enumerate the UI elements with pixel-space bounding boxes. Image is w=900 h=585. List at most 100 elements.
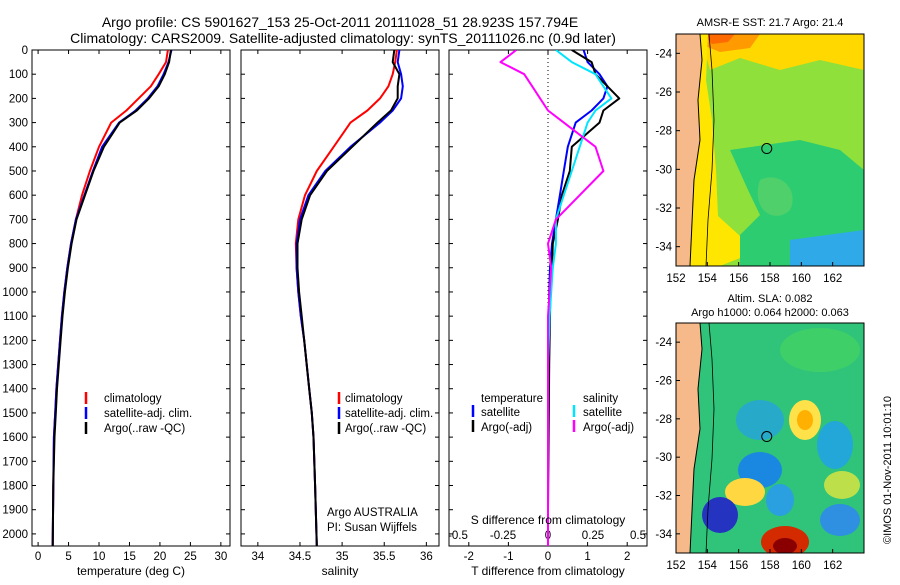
sst-cool-region <box>730 140 864 266</box>
depth-tick-label: 0 <box>22 45 28 57</box>
salinity-axis-label: salinity <box>322 564 359 578</box>
depth-tick-label: 2000 <box>2 529 28 541</box>
s-diff-tick-label: 0.25 <box>582 530 604 542</box>
series-line-argo-raw-qc- <box>51 50 172 546</box>
sst-coastline <box>689 34 703 266</box>
map-lon-label: 160 <box>792 560 811 572</box>
legend-label-s-argo: Argo(-adj) <box>583 422 634 434</box>
salinity-profiles <box>294 50 404 546</box>
depth-tick-label: 1600 <box>2 432 28 444</box>
map-lat-label: -26 <box>655 376 672 388</box>
map-lon-label: 162 <box>823 273 842 285</box>
map-lon-label: 158 <box>760 560 779 572</box>
legend-title-salinity: salinity <box>583 393 618 405</box>
temperature-profiles <box>51 50 173 546</box>
map-lon-label: 154 <box>698 273 718 285</box>
depth-tick-label: 1800 <box>2 481 28 493</box>
sla-isobath <box>705 323 715 553</box>
salinity-panel <box>240 49 440 547</box>
temperature-x-axis: 0 5 10 15 20 25 30 <box>35 50 227 563</box>
sla-argo-location-marker <box>761 431 773 443</box>
map-lat-label: -28 <box>655 126 672 138</box>
legend-label-satellite: satellite-adj. clim. <box>345 408 433 420</box>
x-tick-label: -1 <box>503 551 513 563</box>
depth-tick-label: 700 <box>9 214 28 226</box>
sla-map-axes: 152 154 156 158 160 162 -24 -26 -28 -30 -32 -34 <box>655 337 842 572</box>
argo-program-label: Argo AUSTRALIA <box>327 507 418 519</box>
sla-low-5 <box>766 484 794 516</box>
x-tick-label: 25 <box>184 551 197 563</box>
copyright-stamp: ©IMOS 01-Nov-2011 10:01:10 <box>882 396 894 544</box>
depth-tick-label: 1700 <box>2 456 28 468</box>
map-lat-label: -24 <box>655 48 672 60</box>
sla-high-2-core <box>797 410 813 430</box>
t-difference-axis-label: T difference from climatology <box>471 564 625 578</box>
depth-tick-label: 200 <box>9 93 28 105</box>
x-tick-label: 35 <box>336 551 349 563</box>
x-tick-label: 1 <box>584 551 590 563</box>
depth-tick-label: 1900 <box>2 505 28 517</box>
map-lat-label: -24 <box>655 337 672 349</box>
map-lon-label: 156 <box>729 560 748 572</box>
sst-isobath <box>705 34 715 266</box>
sst-land <box>676 34 702 266</box>
legend-label-climatology: climatology <box>345 393 403 405</box>
t-difference-x-axis: -2 -1 0 1 2 <box>464 50 630 563</box>
sla-low-1 <box>736 400 784 440</box>
depth-tick-label: 1400 <box>2 384 28 396</box>
depth-tick-label: 100 <box>9 69 28 81</box>
difference-legend: temperature salinity satellite Argo(-adj… <box>471 393 634 434</box>
title-line-1: Argo profile: CS 5901627_153 25-Oct-2011… <box>102 14 578 30</box>
temperature-panel <box>31 49 231 547</box>
map-lon-label: 154 <box>698 560 718 572</box>
x-tick-label: -2 <box>464 551 474 563</box>
sla-high-5 <box>824 471 860 499</box>
map-lat-label: -26 <box>655 87 672 99</box>
sst-cold-patch <box>790 230 864 266</box>
sla-map <box>676 323 864 553</box>
sst-map <box>676 34 864 266</box>
map-lat-label: -34 <box>655 529 672 541</box>
depth-tick-label: 1300 <box>2 360 28 372</box>
temperature-axis-label: temperature (deg C) <box>77 564 185 578</box>
legend-label-s-satellite: satellite <box>583 407 622 419</box>
depth-axis: 0 100 200 300 400 500 600 700 800 900 1000 1100 1200… <box>2 45 647 541</box>
map-lon-label: 152 <box>666 273 685 285</box>
depth-tick-label: 1100 <box>3 311 28 323</box>
sla-high-3 <box>725 478 765 506</box>
x-tick-label: 2 <box>624 551 630 563</box>
temperature-legend: climatology satellite-adj. clim. Argo(..… <box>84 392 192 435</box>
map-lat-label: -32 <box>655 203 672 215</box>
series-line-argo-raw-qc- <box>296 50 401 546</box>
sla-low-2 <box>817 421 853 469</box>
legend-label-climatology: climatology <box>104 393 162 405</box>
salinity-x-axis: 34 34.5 35 35.5 36 <box>251 50 433 563</box>
map-lon-label: 160 <box>792 273 811 285</box>
legend-label-t-satellite: satellite <box>481 407 520 419</box>
difference-profiles <box>499 50 621 546</box>
x-tick-label: 34 <box>251 551 264 563</box>
x-tick-label: 36 <box>420 551 433 563</box>
sla-map-subtitle: Argo h1000: 0.064 h2000: 0.063 <box>691 307 849 319</box>
sst-map-title: AMSR-E SST: 21.7 Argo: 21.4 <box>697 17 844 29</box>
depth-tick-label: 1500 <box>2 408 28 420</box>
sla-land <box>676 323 702 553</box>
map-lat-label: -34 <box>655 242 672 254</box>
x-tick-label: 35.5 <box>373 551 395 563</box>
map-lon-label: 152 <box>666 560 685 572</box>
legend-label-t-argo: Argo(-adj) <box>481 422 532 434</box>
depth-tick-label: 1000 <box>2 287 28 299</box>
x-tick-label: 34.5 <box>289 551 311 563</box>
map-lat-label: -32 <box>655 491 672 503</box>
pi-label: PI: Susan Wijffels <box>327 522 417 534</box>
depth-tick-label: 400 <box>9 142 28 154</box>
series-line-s-argo-adj- <box>499 50 605 546</box>
depth-tick-label: 500 <box>9 166 28 178</box>
sla-low-6 <box>820 504 860 536</box>
legend-title-temperature: temperature <box>481 393 543 405</box>
sst-eddy <box>757 177 793 216</box>
s-diff-tick-label: -0.25 <box>490 530 516 542</box>
depth-tick-label: 1200 <box>2 335 28 347</box>
salinity-legend: climatology satellite-adj. clim. Argo(..… <box>327 392 433 534</box>
